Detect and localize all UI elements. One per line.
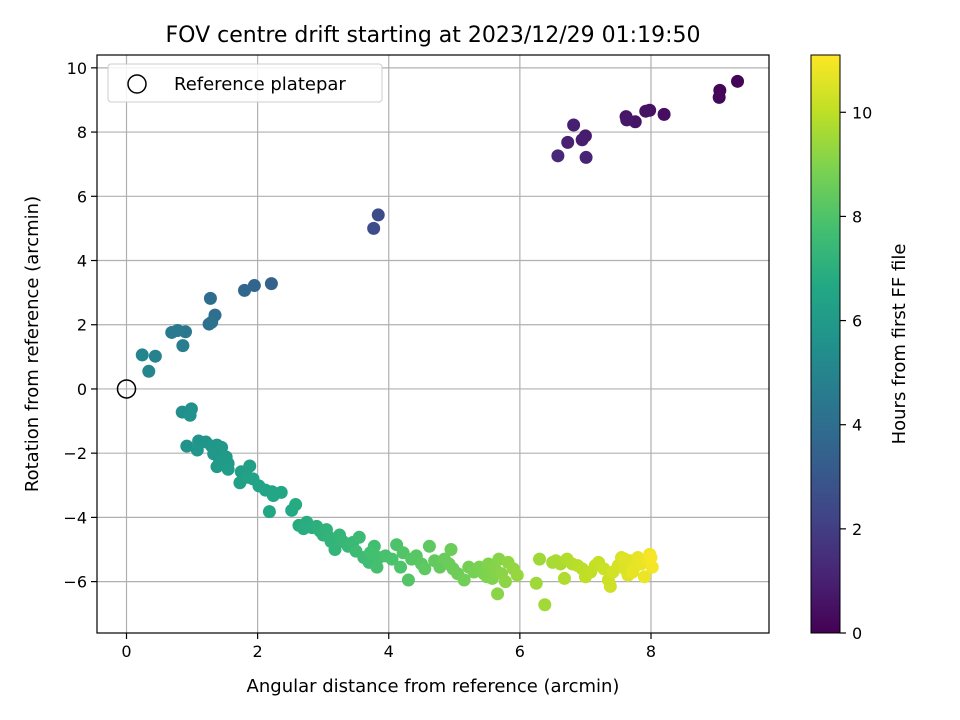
- colorbar-tick-label: 0: [852, 624, 862, 643]
- data-point: [645, 560, 659, 574]
- data-point: [180, 439, 194, 453]
- data-point: [712, 90, 726, 104]
- colorbar-tick-label: 4: [852, 416, 862, 435]
- colorbar-label: Hours from first FF file: [889, 244, 910, 445]
- data-point: [510, 568, 524, 582]
- data-point: [367, 221, 381, 235]
- data-point: [221, 462, 235, 476]
- y-tick-label: 0: [77, 380, 87, 399]
- x-axis-ticks: 0 2 4 6 8: [121, 633, 656, 661]
- colorbar: 0 2 4 6 8 10 Hours from first FF file: [810, 54, 910, 643]
- chart-title: FOV centre drift starting at 2023/12/29 …: [166, 23, 701, 48]
- x-tick-label: 6: [515, 642, 525, 661]
- colorbar-gradient: [810, 54, 841, 634]
- data-point: [148, 349, 162, 363]
- data-point: [557, 571, 571, 585]
- data-point: [491, 587, 505, 601]
- y-tick-label: −2: [63, 444, 87, 463]
- data-point: [731, 74, 745, 88]
- data-point: [644, 551, 658, 565]
- data-point: [529, 576, 543, 590]
- x-tick-label: 0: [121, 642, 131, 661]
- data-point: [457, 573, 471, 587]
- data-point: [370, 560, 384, 574]
- data-point: [142, 364, 156, 378]
- y-tick-label: 2: [77, 316, 87, 335]
- y-tick-label: −6: [63, 573, 87, 592]
- data-point: [444, 543, 458, 557]
- data-point: [626, 565, 640, 579]
- data-point: [183, 408, 197, 422]
- legend-marker: [127, 74, 147, 94]
- data-point: [247, 279, 261, 293]
- y-tick-label: 4: [77, 252, 87, 271]
- plot-frame: [96, 54, 770, 634]
- data-point: [328, 543, 342, 557]
- y-tick-label: 10: [67, 59, 87, 78]
- data-point: [289, 498, 303, 512]
- data-point: [352, 530, 366, 544]
- colorbar-ticks: 0 2 4 6 8 10: [840, 103, 872, 643]
- scatter-points: [135, 74, 745, 612]
- data-point: [561, 135, 575, 149]
- y-tick-label: 6: [77, 187, 87, 206]
- data-point: [205, 315, 219, 329]
- data-point: [363, 546, 377, 560]
- data-point: [567, 118, 581, 132]
- data-point: [176, 339, 190, 353]
- data-point: [533, 552, 547, 566]
- x-tick-label: 4: [384, 642, 394, 661]
- data-point: [498, 575, 512, 589]
- y-tick-label: 8: [77, 123, 87, 142]
- colorbar-tick-label: 2: [852, 520, 862, 539]
- data-point: [385, 552, 399, 566]
- data-point: [321, 530, 335, 544]
- data-point: [422, 539, 436, 553]
- data-point: [135, 348, 149, 362]
- colorbar-tick-label: 8: [852, 207, 862, 226]
- data-point: [538, 598, 552, 612]
- legend: Reference platepar: [107, 63, 383, 103]
- x-axis-label: Angular distance from reference (arcmin): [247, 676, 620, 697]
- data-point: [551, 149, 565, 163]
- y-axis-label: Rotation from reference (arcmin): [22, 196, 43, 492]
- data-point: [190, 443, 204, 457]
- grid: [97, 55, 769, 633]
- x-tick-label: 8: [646, 642, 656, 661]
- reference-platepar-marker: [116, 379, 137, 399]
- data-point: [620, 113, 634, 127]
- data-point: [210, 460, 224, 474]
- data-point: [243, 459, 257, 473]
- y-axis-ticks: −6 −4 −2 0 2 4 6 8 10: [63, 59, 97, 592]
- data-point: [579, 150, 593, 164]
- data-point: [657, 107, 671, 121]
- legend-box: [107, 63, 383, 103]
- data-point: [618, 552, 632, 566]
- legend-label: Reference platepar: [174, 74, 346, 95]
- y-tick-label: −4: [63, 508, 87, 527]
- data-point: [639, 104, 653, 118]
- data-point: [238, 283, 252, 297]
- data-point: [637, 570, 651, 584]
- data-point: [371, 208, 385, 222]
- colorbar-tick-label: 6: [852, 312, 862, 331]
- data-point: [266, 489, 280, 503]
- data-point: [203, 291, 217, 305]
- data-point: [262, 505, 276, 519]
- data-point: [394, 560, 408, 574]
- data-point: [603, 579, 617, 593]
- data-point: [401, 573, 415, 587]
- data-point: [418, 562, 432, 576]
- data-point: [264, 277, 278, 291]
- colorbar-tick-label: 10: [852, 103, 872, 122]
- x-tick-label: 2: [253, 642, 263, 661]
- data-point: [165, 325, 179, 339]
- data-point: [575, 133, 589, 147]
